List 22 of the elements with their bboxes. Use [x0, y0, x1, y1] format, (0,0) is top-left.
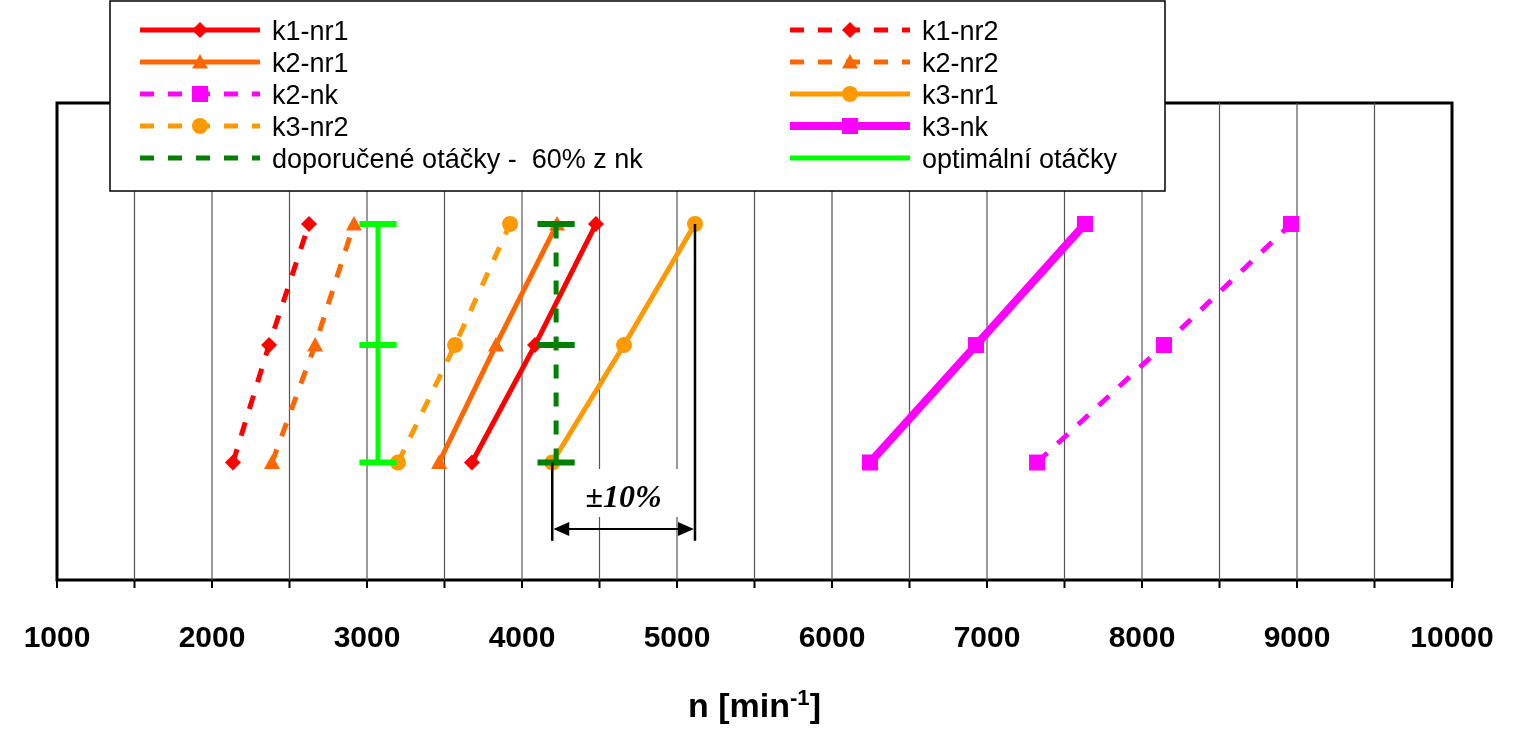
x-tick-label: 7000 — [953, 620, 1021, 653]
x-axis-title: n [min$^{-1}$] — [688, 684, 821, 724]
annotation: ±10% — [585, 478, 662, 514]
legend-label: k3-nr1 — [922, 80, 999, 110]
x-tick-label: 6000 — [798, 620, 866, 653]
x-tick-label: 9000 — [1263, 620, 1331, 653]
x-tick-label: 5000 — [643, 620, 711, 653]
x-tick-label: 4000 — [488, 620, 556, 653]
legend-label: k2-nr1 — [272, 48, 349, 78]
x-tick-label: 2000 — [178, 620, 246, 653]
legend-label: k3-nk — [922, 112, 989, 142]
legend-label: k2-nk — [272, 80, 339, 110]
legend-label: k2-nr2 — [922, 48, 999, 78]
legend-label: k3-nr2 — [272, 112, 349, 142]
legend-label: doporučené otáčky - 60% z nk — [272, 144, 644, 174]
legend-label: k1-nr1 — [272, 16, 349, 46]
x-tick-label: 8000 — [1108, 620, 1176, 653]
legend-label: optimální otáčky — [922, 144, 1118, 174]
x-tick-label: 10000 — [1410, 620, 1494, 653]
legend-label: k1-nr2 — [922, 16, 999, 46]
x-tick-label: 1000 — [23, 620, 91, 653]
x-tick-label: 3000 — [333, 620, 401, 653]
